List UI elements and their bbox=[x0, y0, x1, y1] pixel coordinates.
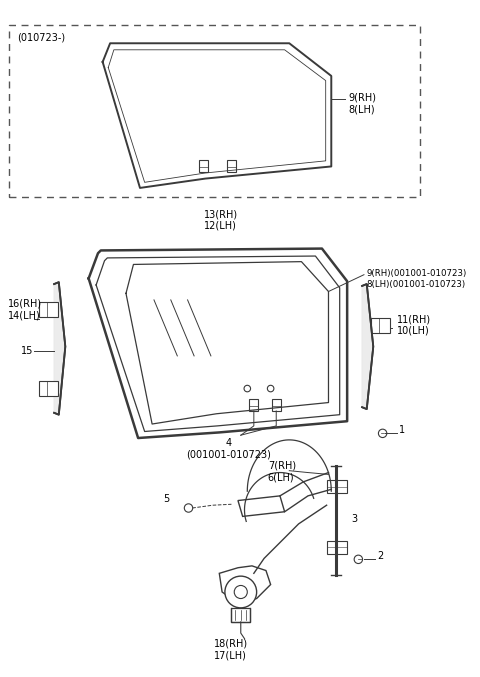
Bar bbox=[199, 160, 208, 172]
Text: 1: 1 bbox=[398, 424, 405, 435]
Bar bbox=[9, 24, 420, 197]
Bar bbox=[272, 399, 281, 411]
Text: 11(RH)
10(LH): 11(RH) 10(LH) bbox=[396, 314, 431, 336]
Bar bbox=[249, 399, 259, 411]
Polygon shape bbox=[238, 496, 285, 517]
Text: (010723-): (010723-) bbox=[17, 32, 65, 42]
Bar bbox=[39, 302, 58, 317]
Bar bbox=[39, 381, 58, 396]
Polygon shape bbox=[219, 566, 271, 603]
Polygon shape bbox=[54, 282, 65, 415]
Text: 9(RH)(001001-010723)
8(LH)(001001-010723): 9(RH)(001001-010723) 8(LH)(001001-010723… bbox=[367, 269, 467, 288]
Text: 4
(001001-010723): 4 (001001-010723) bbox=[186, 438, 271, 460]
Bar bbox=[326, 480, 347, 493]
Polygon shape bbox=[362, 284, 373, 409]
Circle shape bbox=[378, 429, 387, 437]
Circle shape bbox=[184, 504, 192, 512]
Text: 7(RH)
6(LH): 7(RH) 6(LH) bbox=[268, 460, 296, 482]
Circle shape bbox=[225, 576, 257, 608]
Circle shape bbox=[354, 555, 362, 563]
Text: 18(RH)
17(LH): 18(RH) 17(LH) bbox=[215, 638, 249, 660]
Text: 3: 3 bbox=[351, 515, 357, 524]
Circle shape bbox=[234, 586, 247, 598]
Text: 13(RH)
12(LH): 13(RH) 12(LH) bbox=[204, 209, 238, 231]
Bar bbox=[372, 318, 390, 332]
Text: 15: 15 bbox=[21, 346, 33, 356]
Bar bbox=[227, 160, 236, 172]
Bar bbox=[326, 541, 347, 554]
Polygon shape bbox=[231, 608, 250, 622]
Text: 2: 2 bbox=[377, 550, 383, 561]
Text: 16(RH)
14(LH): 16(RH) 14(LH) bbox=[8, 299, 42, 320]
Text: 5: 5 bbox=[163, 494, 169, 504]
Text: 9(RH)
8(LH): 9(RH) 8(LH) bbox=[348, 93, 376, 114]
